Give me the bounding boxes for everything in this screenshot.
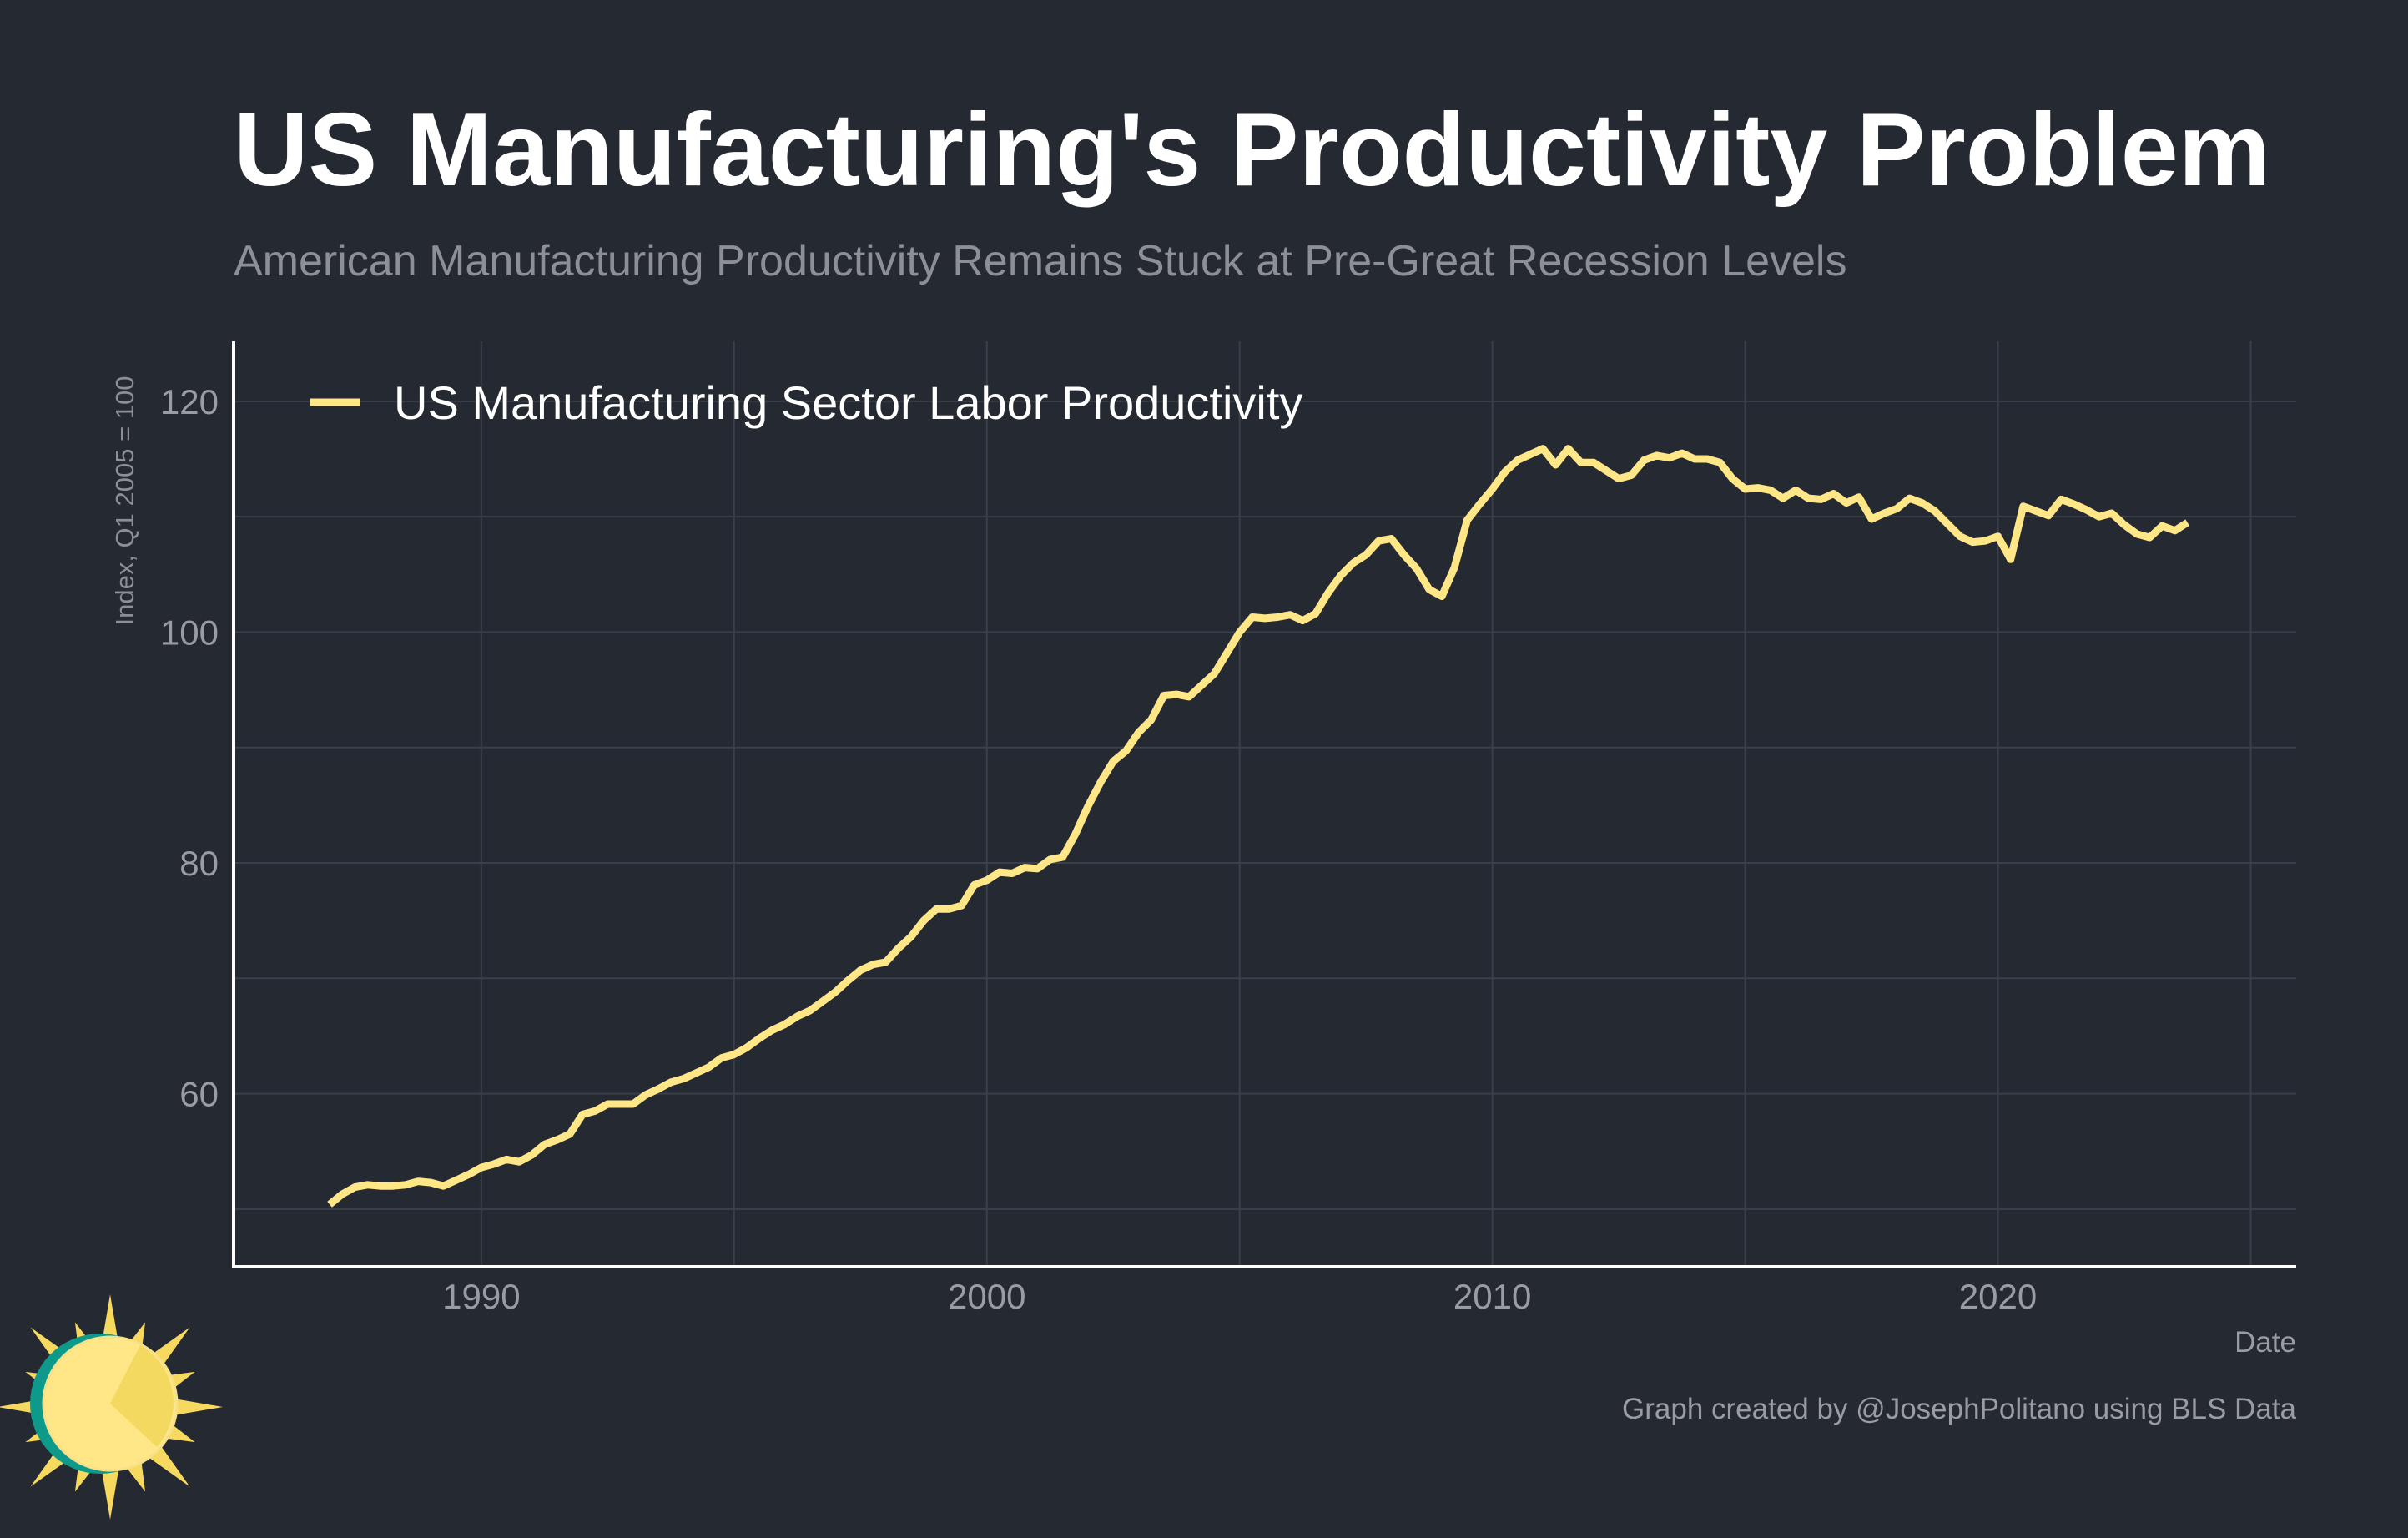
y-axis-label: Index, Q1 2005 = 100: [110, 376, 139, 625]
chart-subtitle: American Manufacturing Productivity Rema…: [234, 237, 1846, 285]
x-tick-label: 2010: [1453, 1277, 1531, 1316]
y-tick-label: 60: [179, 1075, 219, 1114]
chart-title: US Manufacturing's Productivity Problem: [234, 93, 2270, 208]
y-tick-label: 80: [179, 844, 219, 883]
sun-logo-icon: [0, 1294, 223, 1520]
x-tick-label: 2000: [948, 1277, 1025, 1316]
sun-ray: [168, 1397, 223, 1417]
x-tick-label: 2020: [1959, 1277, 2037, 1316]
legend: US Manufacturing Sector Labor Productivi…: [310, 376, 1302, 429]
x-tick-label: 1990: [442, 1277, 520, 1316]
legend-label: US Manufacturing Sector Labor Productivi…: [394, 376, 1302, 429]
series-line-productivity: [327, 445, 2190, 1208]
y-tick-label: 100: [160, 613, 219, 652]
sun-ray: [100, 1465, 120, 1520]
y-tick-label: 120: [160, 382, 219, 421]
credit-text: Graph created by @JosephPolitano using B…: [1622, 1393, 2296, 1425]
x-axis-label: Date: [2234, 1326, 2296, 1359]
tick-labels: 1990 2000 2010 2020 60 80 100 120: [160, 382, 2037, 1316]
gridlines: [234, 341, 2296, 1267]
